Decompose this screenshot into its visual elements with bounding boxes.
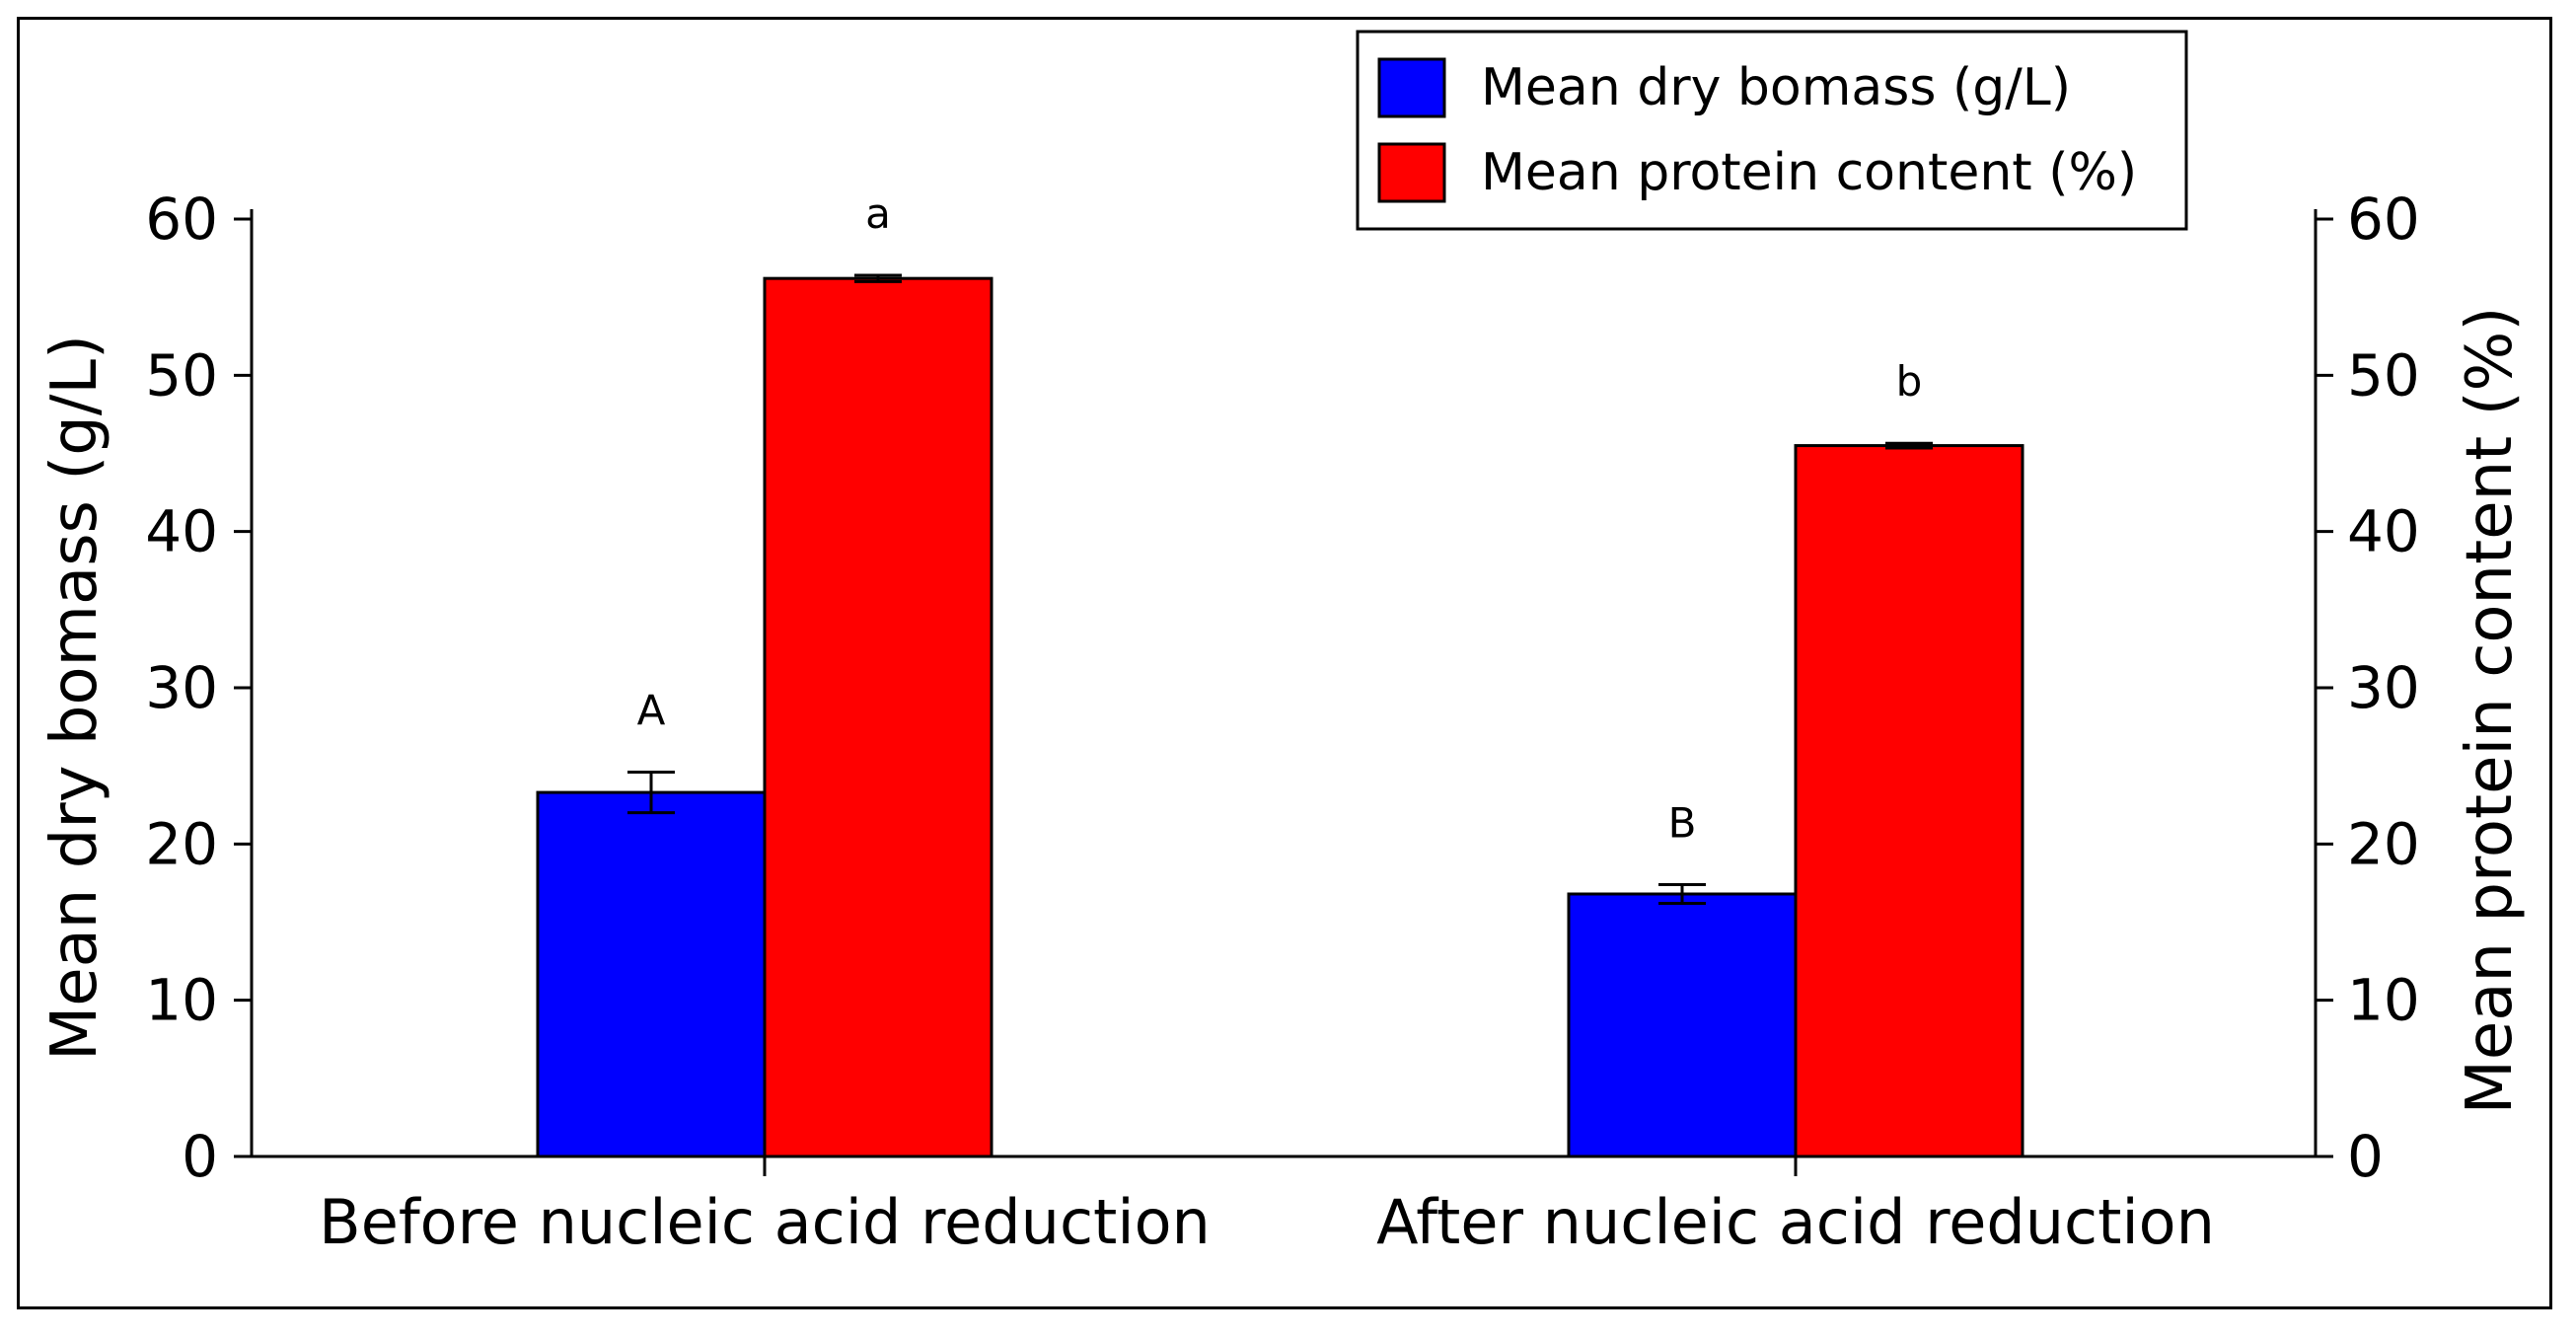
left-tick-label: 60 — [145, 186, 218, 253]
left-tick-label: 30 — [145, 654, 218, 721]
right-tick-label: 0 — [2347, 1123, 2384, 1190]
bar-protein-content — [763, 276, 994, 1158]
significance-label: A — [637, 687, 666, 735]
bars: Aa Bb — [536, 189, 2024, 1158]
right-tick-label: 60 — [2347, 186, 2420, 253]
significance-label: b — [1896, 357, 1923, 406]
legend-label-dry-biomass: Mean dry bomass (g/L) — [1481, 58, 2071, 117]
bar-dry-biomass — [1567, 892, 1798, 1158]
legend-box — [1356, 30, 2188, 231]
significance-label: a — [865, 189, 891, 238]
x-tick-label: After nucleic acid reduction — [1376, 1186, 2215, 1258]
legend: Mean dry bomass (g/L) Mean protein conten… — [1356, 30, 2188, 231]
axes: 0 0 10 10 20 20 30 30 40 40 50 50 60 60 Mean dry bomas… — [38, 186, 2527, 1258]
right-tick-label: 30 — [2347, 654, 2420, 721]
left-axis-title: Mean dry bomass (g/L) — [38, 335, 111, 1061]
right-axis-title: Mean protein content (%) — [2454, 307, 2527, 1115]
left-tick-label: 0 — [182, 1123, 218, 1190]
left-tick-label: 10 — [145, 967, 218, 1034]
bar-protein-content — [1794, 444, 2024, 1158]
left-tick-label: 20 — [145, 810, 218, 877]
significance-label: B — [1668, 799, 1697, 848]
legend-label-protein: Mean protein content (%) — [1481, 143, 2137, 202]
bar-dry-biomass — [536, 790, 767, 1158]
right-tick-label: 40 — [2347, 498, 2420, 565]
right-tick-label: 10 — [2347, 967, 2420, 1034]
legend-swatch-protein — [1377, 142, 1446, 203]
x-tick-label: Before nucleic acid reduction — [319, 1186, 1211, 1258]
right-tick-label: 20 — [2347, 810, 2420, 877]
chart-frame — [17, 17, 2552, 1309]
left-tick-label: 50 — [145, 341, 218, 409]
legend-swatch-dry-biomass — [1377, 57, 1446, 118]
left-tick-label: 40 — [145, 498, 218, 565]
right-tick-label: 50 — [2347, 341, 2420, 409]
